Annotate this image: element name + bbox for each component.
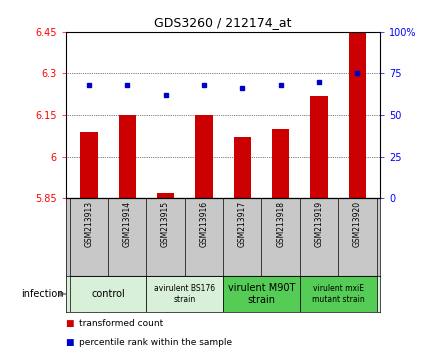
Text: avirulent BS176
strain: avirulent BS176 strain (154, 284, 215, 303)
Text: infection: infection (21, 289, 64, 299)
Text: percentile rank within the sample: percentile rank within the sample (79, 338, 232, 347)
Text: GSM213917: GSM213917 (238, 201, 247, 247)
Text: GSM213914: GSM213914 (123, 201, 132, 247)
Text: GSM213915: GSM213915 (161, 201, 170, 247)
Bar (223, 276, 300, 312)
Bar (196, 115, 212, 198)
Text: ■: ■ (66, 338, 77, 347)
Text: GSM213916: GSM213916 (199, 201, 208, 247)
Bar (119, 115, 136, 198)
Title: GDS3260 / 212174_at: GDS3260 / 212174_at (154, 16, 292, 29)
Bar (70, 276, 147, 312)
Text: GSM213913: GSM213913 (85, 201, 94, 247)
Text: GSM213919: GSM213919 (314, 201, 323, 247)
Bar (310, 96, 328, 198)
Text: GSM213918: GSM213918 (276, 201, 285, 247)
Text: virulent M90T
strain: virulent M90T strain (228, 283, 295, 305)
Text: control: control (91, 289, 125, 299)
Bar (80, 132, 97, 198)
Text: GSM213920: GSM213920 (353, 201, 362, 247)
Bar (349, 32, 366, 198)
Text: virulent mxiE
mutant strain: virulent mxiE mutant strain (312, 284, 365, 303)
Bar (157, 193, 174, 198)
Bar (300, 276, 377, 312)
Text: ■: ■ (66, 319, 77, 328)
Bar (234, 137, 251, 198)
Bar (272, 129, 289, 198)
Text: transformed count: transformed count (79, 319, 163, 328)
Bar (147, 276, 223, 312)
